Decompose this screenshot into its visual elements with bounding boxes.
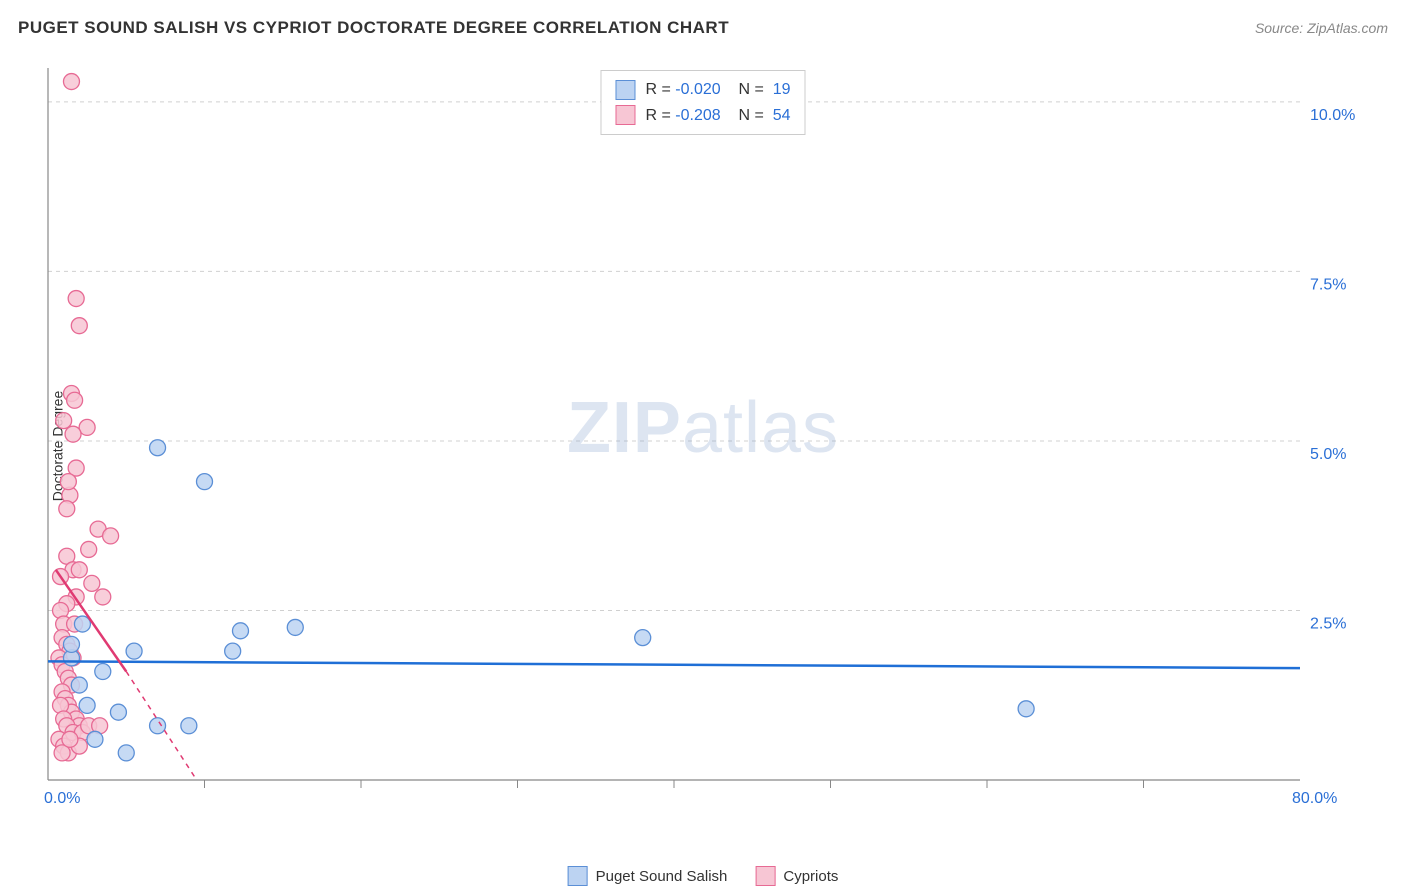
- svg-text:2.5%: 2.5%: [1310, 615, 1346, 632]
- series-legend: Puget Sound Salish Cypriots: [568, 866, 839, 886]
- series-label-1: Cypriots: [783, 868, 838, 885]
- series-label-0: Puget Sound Salish: [596, 868, 728, 885]
- legend-text-1: R = -0.208 N = 54: [645, 103, 790, 129]
- legend-row-0: R = -0.020 N = 19: [615, 77, 790, 103]
- chart-title: PUGET SOUND SALISH VS CYPRIOT DOCTORATE …: [18, 18, 729, 38]
- legend-swatch-1: [615, 105, 635, 125]
- legend-row-1: R = -0.208 N = 54: [615, 103, 790, 129]
- x-axis-min-label: 0.0%: [44, 790, 80, 808]
- svg-text:7.5%: 7.5%: [1310, 276, 1346, 293]
- header-bar: PUGET SOUND SALISH VS CYPRIOT DOCTORATE …: [18, 18, 1388, 38]
- legend-swatch-0: [615, 80, 635, 100]
- correlation-legend: R = -0.020 N = 19 R = -0.208 N = 54: [600, 70, 805, 135]
- series-legend-item-0: Puget Sound Salish: [568, 866, 728, 886]
- series-legend-item-1: Cypriots: [755, 866, 838, 886]
- legend-text-0: R = -0.020 N = 19: [645, 77, 790, 103]
- x-axis-max-label: 80.0%: [1292, 790, 1337, 808]
- series-swatch-0: [568, 866, 588, 886]
- series-swatch-1: [755, 866, 775, 886]
- svg-text:10.0%: 10.0%: [1310, 107, 1355, 124]
- svg-text:5.0%: 5.0%: [1310, 446, 1346, 463]
- scatter-chart: 2.5% 5.0% 7.5% 10.0%: [40, 60, 1370, 820]
- source-text: Source: ZipAtlas.com: [1255, 20, 1388, 36]
- plot-area: 2.5% 5.0% 7.5% 10.0%: [40, 60, 1370, 820]
